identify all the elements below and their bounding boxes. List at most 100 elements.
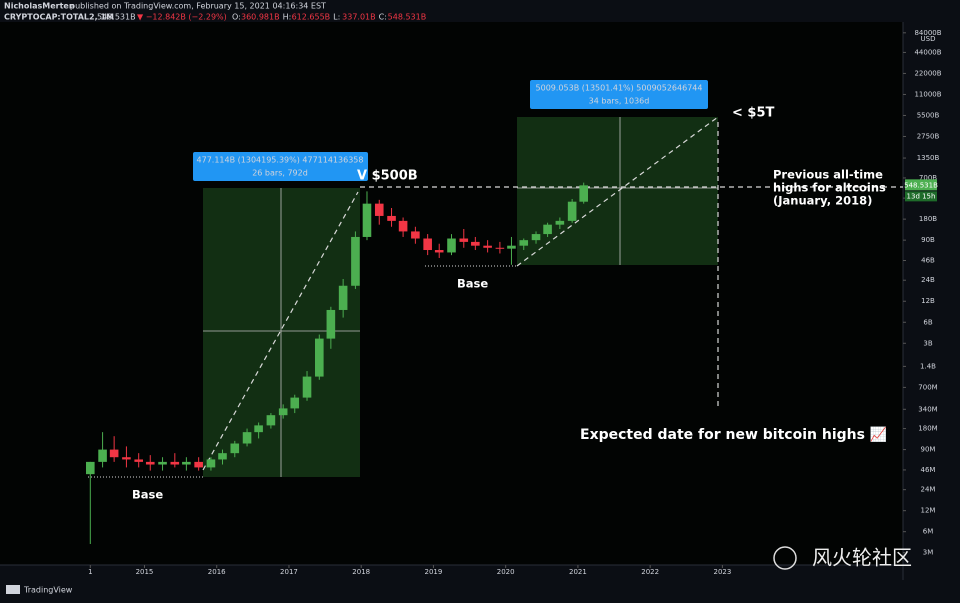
candle-body [374,203,384,216]
annotation: V $500B [357,169,418,184]
candle-body [447,238,456,253]
y-tick-label: 11000B [914,90,941,98]
candle-body [507,245,516,249]
ohlc-value: 612.655B [292,13,331,22]
candle-body [134,459,143,462]
ohlc-value: 548.531B [388,13,427,22]
candle-body [182,461,191,465]
y-tick-label: 1350B [917,154,940,162]
annotation: (January, 2018) [773,194,872,208]
x-tick-label: 2015 [136,568,154,576]
x-tick-label: 2023 [713,568,731,576]
candle-body [218,453,227,460]
ohlc-key: C: [379,13,387,22]
y-tick-label: 46M [921,466,936,474]
candle-body [290,397,300,409]
candle-body [194,461,203,468]
y-tick-label: 12B [921,297,935,305]
candle-body [579,185,588,202]
candle-body [471,241,480,246]
candle-body [434,250,444,253]
candle-body [86,461,95,475]
footer-logo [6,585,20,594]
measure-label: 26 bars, 792d [252,169,308,178]
candle-body [326,309,336,339]
candle-body [266,415,276,426]
x-tick-label: 2017 [280,568,298,576]
y-tick-label: 700B [919,174,937,182]
candle-body [483,245,492,248]
y-tick-label: 700M [918,383,937,391]
watermark: 风火轮社区 [812,546,912,570]
footer: TradingView [23,586,73,595]
candle-body [411,231,420,239]
candle-body [567,201,577,221]
ohlc-key: O: [232,13,241,22]
measure-label-box [193,152,368,181]
annotation: Base [457,277,488,291]
candle-body [423,238,432,251]
x-tick-label: 2019 [425,568,443,576]
y-tick-label: 3B [923,339,932,347]
countdown-tag [905,191,937,202]
y-tick-label: 3M [923,549,934,557]
y-tick-label: 180B [919,215,937,223]
trend-line [516,116,719,267]
candle-body [302,376,312,398]
ohlc-key: L: [333,13,340,22]
measure-label: 5009.053B (13501.41%) 5009052646744 [536,84,703,93]
symbol: CRYPTOCAP:TOTAL2, 1M [4,13,114,22]
candle-body [122,457,131,460]
ohlc: O: 360.981B H: 612.655B L: 337.01B C: 548.531B [232,13,426,22]
x-tick-label: 2021 [569,568,587,576]
measure-label-box [530,80,708,109]
candle-body [362,203,372,237]
y-tick-label: 84000B [914,29,941,37]
annotation: Base [132,488,163,502]
annotation: Expected date for new bitcoin highs 📈 [580,426,887,443]
candle-body [519,240,529,246]
candle-body [338,285,348,310]
y-tick-label: 44000B [914,48,941,56]
measure-label: 34 bars, 1036d [589,97,650,106]
candle-body [459,238,469,242]
y-tick-label: 6M [923,528,934,536]
y-tick-label: 24B [921,276,935,284]
annotation: Previous all-time [773,168,883,182]
candle-body [230,443,240,454]
annotation: highs for altcoins [773,181,886,195]
candle-body [145,461,155,465]
y-tick-label: 180M [918,425,937,433]
measure-box [517,117,718,265]
y-tick-label: 90M [921,446,936,454]
y-tick-label: 24M [921,486,936,494]
last-price-label: 548.531B [904,181,938,189]
plot-area [0,22,903,565]
last-price-tag [905,179,937,191]
currency: USD [921,35,936,43]
candle-body [531,234,541,241]
change: ▼ −12.842B (−2.29%) [137,13,227,22]
candle-body [206,459,216,468]
candle-body [398,220,408,232]
y-tick-label: 5500B [917,111,940,119]
y-tick-label: 46B [921,257,935,265]
candle-body [98,449,107,462]
candle-body [254,425,263,433]
x-tick-label: 2018 [352,568,370,576]
x-tick-label: 2020 [497,568,515,576]
measure-label: 477.114B (1304195.39%) 477114136358 [197,156,364,165]
candle-body [543,224,552,235]
candle-body [495,247,505,249]
y-tick-label: 1.4B [920,362,936,370]
author: NicholasMerten [4,2,75,11]
x-tick-label: 2022 [641,568,659,576]
candle-body [351,236,360,286]
y-tick-label: 12M [921,507,936,515]
candle-body [242,432,252,444]
candle-body [387,215,396,221]
last-value: 548.531B [97,13,136,22]
y-tick-label: 2750B [917,132,940,140]
y-tick-label: 22000B [914,69,941,77]
